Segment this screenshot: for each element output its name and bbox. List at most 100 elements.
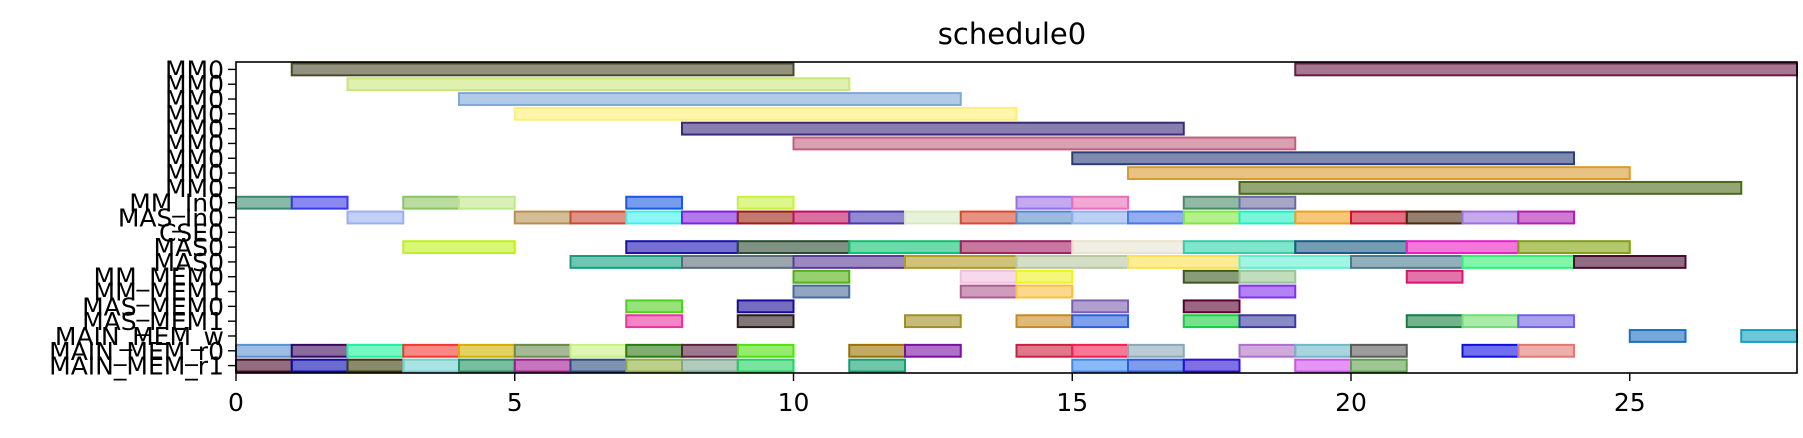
gantt-bar bbox=[848, 358, 906, 373]
gantt-bar bbox=[1015, 255, 1129, 269]
y-tick-label: MM0 bbox=[165, 85, 224, 114]
gantt-bar bbox=[235, 343, 293, 358]
x-tick-label: 5 bbox=[507, 388, 523, 417]
x-axis: 0 5 10 15 20 25 bbox=[228, 373, 1646, 417]
gantt-bar bbox=[1015, 284, 1074, 299]
gantt-bar bbox=[1238, 343, 1297, 358]
gantt-bar bbox=[1238, 284, 1297, 299]
y-tick-label: MAS_MEM0 bbox=[82, 292, 224, 321]
gantt-bar bbox=[736, 358, 795, 373]
gantt-bar bbox=[681, 255, 795, 269]
gantt-bar bbox=[1740, 329, 1798, 343]
gantt-bar bbox=[1405, 314, 1464, 329]
gantt-bar bbox=[1238, 314, 1297, 329]
y-tick-label: MM_In0 bbox=[129, 189, 224, 218]
gantt-bar bbox=[1294, 210, 1352, 225]
gantt-bar bbox=[346, 210, 405, 225]
gantt-bar bbox=[513, 106, 1018, 121]
gantt-bar bbox=[1127, 343, 1185, 358]
gantt-bar bbox=[569, 343, 628, 358]
gantt-bar bbox=[1238, 269, 1297, 284]
gantt-bar bbox=[402, 343, 460, 358]
x-tick-label: 0 bbox=[228, 388, 244, 417]
y-tick-label: MM0 bbox=[165, 159, 224, 188]
gantt-bar bbox=[1294, 62, 1798, 77]
gantt-bar bbox=[1573, 255, 1687, 269]
gantt-bar bbox=[1182, 358, 1241, 373]
gantt-bar bbox=[1182, 240, 1297, 255]
gantt-bar bbox=[681, 358, 739, 373]
gantt-bar bbox=[1015, 343, 1074, 358]
gantt-bar bbox=[290, 358, 349, 373]
y-tick-label: MM_MEM1 bbox=[94, 278, 224, 307]
y-tick-label: MM0 bbox=[165, 174, 224, 203]
gantt-bar bbox=[458, 92, 962, 106]
gantt-bar bbox=[1127, 255, 1241, 269]
gantt-bar bbox=[625, 343, 683, 358]
gantt-bar bbox=[736, 299, 795, 314]
gantt-bar bbox=[458, 358, 516, 373]
y-tick-label: MM0 bbox=[165, 55, 224, 84]
gantt-bar bbox=[681, 343, 739, 358]
gantt-bar bbox=[1461, 314, 1520, 329]
gantt-bar bbox=[1182, 195, 1241, 210]
x-tick-label: 20 bbox=[1335, 388, 1367, 417]
gantt-bar bbox=[736, 314, 795, 329]
gantt-bar bbox=[458, 343, 516, 358]
gantt-bar bbox=[1071, 240, 1185, 255]
gantt-bar bbox=[625, 299, 683, 314]
gantt-bar bbox=[290, 195, 349, 210]
gantt-bar bbox=[625, 210, 683, 225]
gantt-bar bbox=[1015, 210, 1074, 225]
chart-title: schedule0 bbox=[938, 17, 1086, 51]
gantt-bar bbox=[1071, 151, 1575, 166]
gantt-bar bbox=[1015, 195, 1074, 210]
gantt-bar bbox=[1182, 269, 1241, 284]
y-tick-label: MM0 bbox=[165, 100, 224, 129]
y-tick-label: MM_MEM0 bbox=[94, 263, 224, 292]
gantt-bar bbox=[1071, 210, 1129, 225]
y-tick-label: MAIN_MEM_r1 bbox=[49, 352, 224, 381]
gantt-bar bbox=[1071, 195, 1129, 210]
gantt-bar bbox=[625, 240, 739, 255]
gantt-bar bbox=[904, 343, 962, 358]
y-tick-label: MM0 bbox=[165, 129, 224, 158]
gantt-bar bbox=[1517, 343, 1575, 358]
x-tick-label: 15 bbox=[1056, 388, 1088, 417]
gantt-bar bbox=[402, 195, 460, 210]
gantt-bar bbox=[625, 314, 683, 329]
gantt-bar bbox=[959, 284, 1018, 299]
gantt-bar bbox=[1405, 269, 1464, 284]
gantt-bar bbox=[1294, 358, 1352, 373]
y-tick-label: MM0 bbox=[165, 115, 224, 144]
y-tick-label: MAS0 bbox=[154, 233, 224, 262]
gantt-bar bbox=[1294, 240, 1408, 255]
gantt-bar bbox=[792, 210, 851, 225]
gantt-bar bbox=[1405, 240, 1520, 255]
gantt-bar bbox=[736, 240, 851, 255]
x-tick-label: 10 bbox=[778, 388, 810, 417]
gantt-bar bbox=[1517, 240, 1631, 255]
gantt-bar bbox=[346, 343, 405, 358]
gantt-bar bbox=[1350, 210, 1408, 225]
gantt-bar bbox=[959, 240, 1074, 255]
y-axis: MM0MM0MM0MM0MM0MM0MM0MM0MM0MM_In0MAS_In0… bbox=[49, 55, 236, 381]
gantt-bar bbox=[904, 210, 962, 225]
gantt-bar bbox=[736, 210, 795, 225]
gantt-bar bbox=[513, 358, 572, 373]
y-tick-label: MAS0 bbox=[154, 248, 224, 277]
gantt-bar bbox=[1071, 358, 1129, 373]
gantt-bar bbox=[1182, 210, 1241, 225]
gantt-bar bbox=[1350, 343, 1408, 358]
gantt-bar bbox=[1628, 329, 1687, 343]
gantt-bar bbox=[1015, 269, 1074, 284]
gantt-bar bbox=[904, 255, 1018, 269]
gantt-bar bbox=[1238, 210, 1297, 225]
gantt-bar bbox=[513, 210, 572, 225]
y-tick-label: MM0 bbox=[165, 144, 224, 173]
gantt-bar bbox=[1238, 255, 1352, 269]
gantt-bar bbox=[402, 358, 460, 373]
gantt-bar bbox=[681, 210, 739, 225]
gantt-bar bbox=[569, 210, 628, 225]
